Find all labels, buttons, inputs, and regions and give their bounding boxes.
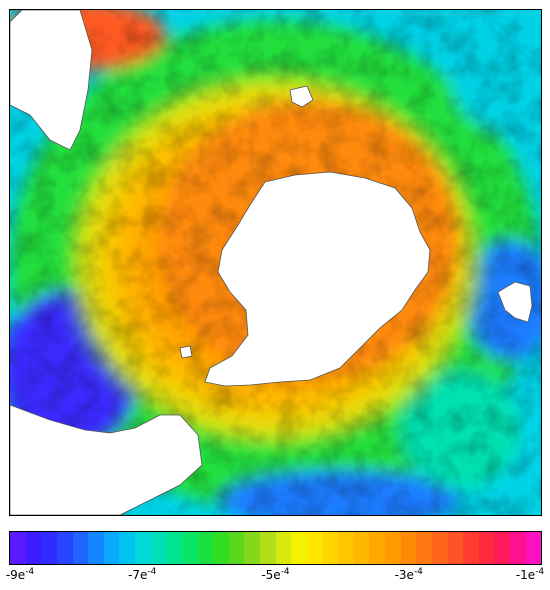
colorbar-tick-label: -3e-4 bbox=[395, 567, 423, 582]
tick-mantissa: -3e bbox=[394, 568, 414, 582]
land-masses bbox=[10, 10, 533, 515]
tick-exponent: -4 bbox=[413, 567, 423, 577]
colorbar-swatch bbox=[228, 532, 245, 564]
colorbar-swatch bbox=[385, 532, 401, 564]
small-island bbox=[179, 345, 193, 359]
colorbar-swatch bbox=[431, 532, 448, 564]
colorbar-swatch bbox=[400, 532, 417, 564]
colorbar-swatch bbox=[510, 532, 526, 564]
colorbar-swatch bbox=[338, 532, 354, 564]
colorbar-swatch bbox=[88, 532, 104, 564]
tick-exponent: -4 bbox=[25, 567, 35, 577]
colorbar-swatch bbox=[463, 532, 479, 564]
tick-mantissa: -9e bbox=[5, 568, 26, 582]
antarctica-land bbox=[204, 171, 431, 387]
colorbar-tick-label: -1e-4 bbox=[516, 567, 544, 582]
colorbar-swatch bbox=[10, 532, 26, 564]
colorbar-swatch bbox=[181, 532, 198, 564]
colorbar-swatch bbox=[260, 532, 276, 564]
colorbar-swatch bbox=[56, 532, 73, 564]
south-america-land bbox=[10, 404, 203, 515]
colorbar-swatch bbox=[25, 532, 42, 564]
colorbar-swatch bbox=[525, 532, 541, 564]
colorbar-tick-label: -7e-4 bbox=[128, 567, 156, 582]
colorbar-swatch bbox=[135, 532, 151, 564]
colorbar-swatch bbox=[197, 532, 214, 564]
small-island bbox=[289, 85, 314, 108]
colorbar-swatch bbox=[166, 532, 182, 564]
colorbar-swatch bbox=[291, 532, 307, 564]
colorbar-swatch bbox=[369, 532, 385, 564]
colorbar-swatch bbox=[244, 532, 260, 564]
colorbar-swatch bbox=[72, 532, 89, 564]
colorbar-swatch bbox=[447, 532, 464, 564]
colorbar-swatch bbox=[119, 532, 135, 564]
tick-mantissa: -1e bbox=[515, 568, 536, 582]
tick-exponent: -4 bbox=[535, 567, 545, 577]
colorbar-swatch bbox=[103, 532, 120, 564]
tick-exponent: -4 bbox=[280, 567, 290, 577]
colorbar-swatch bbox=[41, 532, 57, 564]
colorbar-swatch bbox=[494, 532, 510, 564]
colorbar-swatch bbox=[306, 532, 323, 564]
colorbar bbox=[9, 531, 542, 565]
africa-land bbox=[10, 10, 93, 151]
colorbar-swatch bbox=[353, 532, 370, 564]
colorbar-swatch bbox=[150, 532, 167, 564]
colorbar-swatch bbox=[275, 532, 292, 564]
colorbar-swatch bbox=[478, 532, 495, 564]
east-island-land bbox=[497, 281, 533, 323]
colorbar-swatch bbox=[322, 532, 339, 564]
colorbar-tick-label: -9e-4 bbox=[6, 567, 34, 582]
polar-map bbox=[9, 9, 542, 516]
tick-exponent: -4 bbox=[147, 567, 157, 577]
tick-mantissa: -5e bbox=[261, 568, 281, 582]
tick-mantissa: -7e bbox=[128, 568, 148, 582]
map-canvas bbox=[10, 10, 541, 515]
colorbar-swatch bbox=[416, 532, 432, 564]
colorbar-swatch bbox=[213, 532, 229, 564]
colorbar-tick-label: -5e-4 bbox=[261, 567, 289, 582]
